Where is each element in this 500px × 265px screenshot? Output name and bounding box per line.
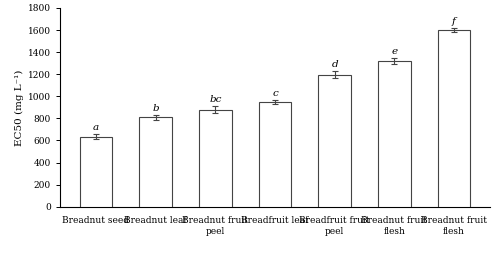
Bar [80,136,112,207]
Text: f: f [452,17,456,26]
Text: bc: bc [209,95,222,104]
Text: e: e [392,47,398,56]
Bar [199,109,232,207]
Y-axis label: EC50 (mg L⁻¹): EC50 (mg L⁻¹) [14,69,24,145]
Bar [438,30,470,207]
Bar [378,61,411,207]
Text: c: c [272,89,278,98]
Text: b: b [152,104,159,113]
Bar [258,102,292,207]
Bar [318,75,351,207]
Bar [139,117,172,207]
Text: d: d [332,60,338,69]
Text: a: a [93,123,99,132]
